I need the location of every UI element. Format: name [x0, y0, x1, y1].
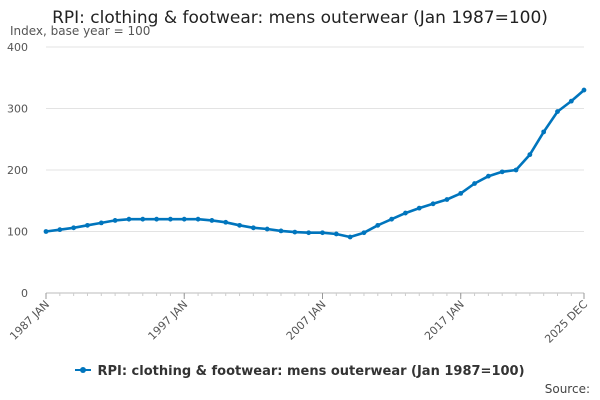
- source-label: Source:: [544, 382, 590, 396]
- data-point[interactable]: [250, 225, 256, 231]
- legend-swatch: [75, 366, 92, 373]
- data-point[interactable]: [264, 226, 270, 232]
- x-tick-label: 2025 DEC: [542, 298, 590, 346]
- x-tick-label: 2017 JAN: [422, 298, 467, 343]
- data-point[interactable]: [513, 167, 519, 173]
- series-line: [45, 89, 585, 239]
- series-group: [43, 87, 587, 240]
- data-point[interactable]: [112, 218, 118, 223]
- legend-label: RPI: clothing & footwear: mens outerwear…: [97, 364, 525, 379]
- data-point[interactable]: [430, 201, 436, 207]
- data-point[interactable]: [375, 222, 381, 228]
- data-point[interactable]: [499, 169, 505, 175]
- data-point[interactable]: [403, 210, 408, 216]
- data-point[interactable]: [140, 216, 146, 222]
- y-axis: 0 100 200 300 400: [7, 41, 28, 300]
- data-point[interactable]: [320, 230, 325, 236]
- data-point[interactable]: [568, 98, 574, 104]
- data-point[interactable]: [555, 109, 560, 114]
- data-point[interactable]: [485, 173, 491, 179]
- data-point[interactable]: [57, 227, 63, 233]
- x-tick-label: 2007 JAN: [284, 298, 329, 343]
- data-point[interactable]: [541, 129, 547, 135]
- legend[interactable]: RPI: clothing & footwear: mens outerwear…: [0, 364, 600, 379]
- data-point[interactable]: [361, 230, 367, 236]
- y-tick-label: 0: [21, 287, 28, 300]
- data-point[interactable]: [333, 231, 339, 237]
- data-point[interactable]: [43, 229, 49, 234]
- data-point[interactable]: [237, 222, 242, 228]
- data-point[interactable]: [389, 216, 395, 222]
- data-point[interactable]: [581, 87, 587, 93]
- y-tick-label: 200: [7, 164, 28, 177]
- data-point[interactable]: [126, 216, 132, 222]
- data-point[interactable]: [416, 205, 422, 211]
- x-tick-label: 1997 JAN: [146, 298, 191, 343]
- data-point[interactable]: [472, 181, 477, 186]
- chart-title: RPI: clothing & footwear: mens outerwear…: [52, 8, 548, 28]
- y-tick-label: 100: [7, 226, 28, 239]
- data-point[interactable]: [527, 152, 533, 158]
- data-point[interactable]: [181, 216, 187, 222]
- data-point[interactable]: [278, 228, 284, 234]
- data-point[interactable]: [98, 220, 104, 226]
- data-point[interactable]: [168, 216, 173, 222]
- x-axis: 1987 JAN 1997 JAN 2007 JAN 2017 JAN 2025 DEC: [7, 292, 590, 346]
- data-point[interactable]: [347, 234, 353, 240]
- data-point[interactable]: [292, 229, 298, 235]
- data-point[interactable]: [444, 197, 450, 202]
- data-point[interactable]: [223, 219, 229, 225]
- data-point[interactable]: [85, 222, 90, 228]
- grid-lines: [46, 46, 584, 232]
- y-tick-label: 300: [7, 103, 28, 116]
- data-point[interactable]: [71, 225, 77, 231]
- y-tick-label: 400: [7, 41, 28, 54]
- data-point[interactable]: [154, 216, 159, 222]
- data-point[interactable]: [306, 230, 312, 236]
- data-point[interactable]: [195, 216, 201, 222]
- chart-subtitle: Index, base year = 100: [10, 24, 151, 38]
- x-tick-label: 1987 JAN: [7, 298, 52, 343]
- data-point[interactable]: [209, 218, 215, 223]
- data-point[interactable]: [458, 190, 464, 196]
